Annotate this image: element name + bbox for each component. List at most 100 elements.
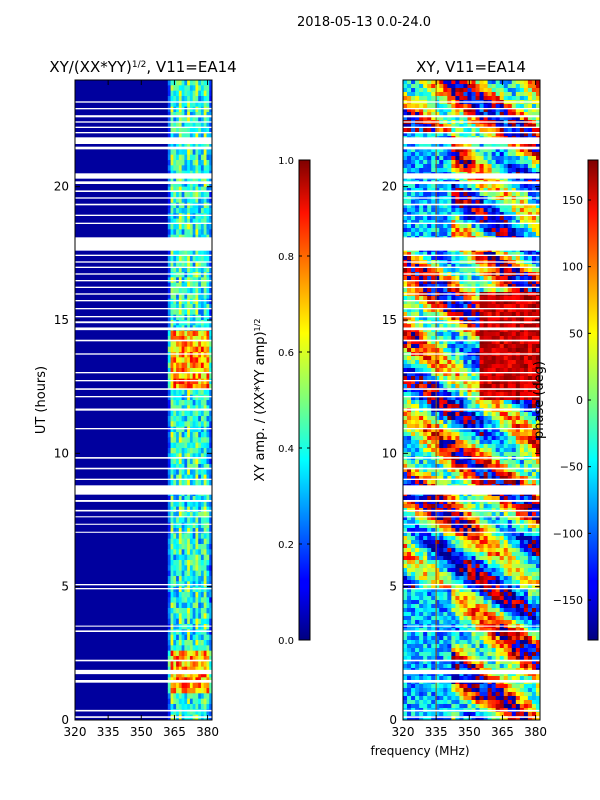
left-heatmap-cell [200, 384, 205, 390]
right-heatmap-cell [503, 264, 509, 269]
right-heatmap-cell [451, 304, 456, 309]
left-heatmap-cell [181, 474, 185, 481]
right-heatmap-cell [419, 148, 424, 153]
left-heatmap-cell [187, 698, 191, 705]
right-heatmap-cell [527, 336, 533, 341]
left-heatmap [75, 80, 212, 720]
right-heatmap-cell [531, 384, 537, 389]
left-heatmap-cell [203, 458, 207, 465]
right-heatmap-cell [487, 340, 493, 345]
left-heatmap-cell [192, 368, 196, 374]
right-heatmap-cell [427, 192, 432, 197]
right-heatmap-cell [531, 192, 537, 197]
right-heatmap-cell [511, 400, 517, 405]
right-heatmap-cell [443, 96, 448, 101]
left-heatmap-cell [198, 128, 202, 134]
right-heatmap-cell [455, 204, 460, 209]
right-heatmap-cell [499, 340, 505, 345]
right-heatmap-cell [411, 192, 416, 197]
right-heatmap-cell [479, 192, 484, 197]
right-heatmap-cell [495, 284, 501, 289]
right-heatmap-cell [535, 224, 540, 229]
left-heatmap-cell [167, 176, 171, 182]
right-heatmap-cell [495, 164, 501, 169]
right-heatmap-cell [487, 216, 493, 221]
right-heatmap-cell [495, 192, 501, 197]
left-heatmap-cell [176, 501, 180, 508]
right-heatmap-cell [423, 412, 428, 417]
left-heatmap-cell [184, 549, 188, 556]
right-heatmap-cell [475, 144, 480, 149]
right-heatmap-cell [411, 204, 416, 209]
right-heatmap-cell [471, 184, 476, 189]
left-heatmap-cell [173, 405, 177, 412]
left-heatmap-cell [200, 288, 205, 294]
right-heatmap-cell [479, 92, 484, 97]
left-heatmap-cell [206, 389, 210, 396]
right-heatmap-cell [487, 132, 493, 137]
right-heatmap-cell [503, 424, 509, 429]
left-heatmap-cell [170, 154, 174, 161]
left-heatmap-cell [176, 624, 180, 630]
right-heatmap-cell [515, 380, 521, 385]
right-heatmap-cell [455, 288, 460, 293]
left-heatmap-cell [195, 357, 199, 364]
right-heatmap-cell [439, 324, 444, 329]
right-heatmap-cell [523, 116, 529, 121]
left-heatmap-cell [176, 688, 180, 694]
right-heatmap-cell [535, 308, 540, 313]
right-heatmap-cell [443, 104, 448, 109]
right-heatmap-cell [427, 360, 432, 365]
right-heatmap-cell [483, 348, 489, 353]
right-heatmap-cell [423, 228, 428, 233]
left-heatmap-cell [206, 656, 210, 662]
left-heatmap-cell [178, 288, 183, 294]
left-heatmap-cell [192, 165, 196, 172]
left-heatmap-cell [184, 533, 188, 540]
left-heatmap-cell [184, 378, 188, 385]
left-heatmap-cell [170, 90, 174, 97]
right-heatmap-cell [479, 380, 484, 385]
left-heatmap-cell [209, 341, 212, 348]
right-heatmap-cell [423, 84, 428, 89]
right-heatmap-cell [415, 376, 420, 381]
left-heatmap-cell [209, 133, 212, 140]
left-heatmap-cell [189, 149, 194, 156]
right-heatmap-cell [535, 148, 540, 153]
right-heatmap-cell [403, 228, 408, 233]
left-heatmap-cell [178, 80, 183, 86]
left-heatmap-cell [198, 666, 202, 673]
right-heatmap-cell [407, 188, 412, 193]
right-heatmap-cell [535, 388, 540, 393]
right-heatmap-cell [531, 160, 537, 165]
left-heatmap-cell [167, 645, 171, 652]
right-heatmap-cell [515, 304, 521, 309]
right-heatmap-cell [463, 404, 468, 409]
right-heatmap-cell [435, 400, 440, 405]
left-heatmap-cell [195, 629, 199, 636]
left-heatmap-cell [189, 293, 194, 300]
left-heatmap-cell [198, 304, 202, 310]
left-heatmap-cell [203, 528, 207, 534]
left-heatmap-cell [181, 261, 185, 268]
right-heatmap-cell [463, 148, 468, 153]
right-heatmap-cell [427, 88, 432, 93]
right-heatmap-cell [535, 368, 540, 373]
right-heatmap-cell [447, 380, 452, 385]
left-heatmap-cell [184, 693, 188, 700]
right-heatmap-cell [471, 332, 476, 337]
left-heatmap-cell [206, 421, 210, 428]
right-heatmap-cell [499, 404, 505, 409]
left-heatmap-cell [176, 517, 180, 524]
right-heatmap-cell [451, 332, 456, 337]
right-heatmap-cell [531, 96, 537, 101]
right-heatmap-cell [495, 420, 501, 425]
right-heatmap-cell [507, 160, 513, 165]
right-heatmap-cell [527, 264, 533, 269]
left-heatmap-cell [167, 160, 171, 166]
right-heatmap-cell [455, 112, 460, 117]
left-heatmap-cell [167, 154, 171, 161]
left-heatmap-cell [189, 528, 194, 534]
right-heatmap-cell [503, 380, 509, 385]
right-heatmap-cell [459, 336, 464, 341]
